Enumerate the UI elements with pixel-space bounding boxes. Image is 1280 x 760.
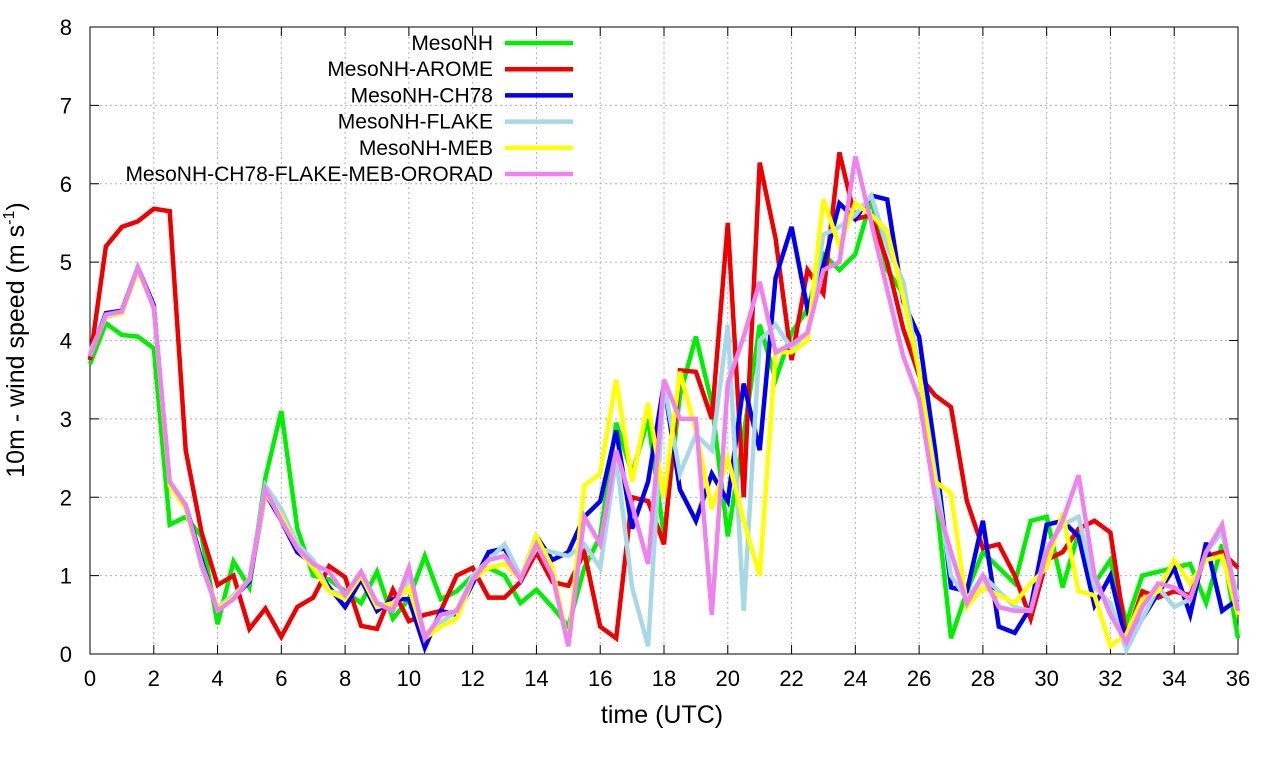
x-tick-label: 14: [524, 666, 548, 691]
x-tick-label: 32: [1098, 666, 1122, 691]
y-tick-label: 1: [60, 564, 72, 589]
y-tick-label: 7: [60, 93, 72, 118]
y-tick-label: 3: [60, 407, 72, 432]
y-tick-label: 2: [60, 485, 72, 510]
x-tick-label: 4: [211, 666, 223, 691]
y-tick-label: 8: [60, 15, 72, 40]
x-axis-ticks: 0 2 4 6 8 10 12 14 16 18 20 22 24 26 28 30 32 34 36: [84, 27, 1250, 691]
y-axis-label: 10m - wind speed (m s-1): [1, 202, 30, 477]
legend-label: MesoNH: [411, 32, 493, 55]
legend-label: MesoNH-FLAKE: [338, 111, 493, 134]
y-tick-label: 5: [60, 250, 72, 275]
x-tick-label: 30: [1034, 666, 1058, 691]
legend-label: MesoNH-CH78: [351, 84, 493, 107]
y-tick-label: 0: [60, 642, 72, 667]
y-axis-ticks: 0 1 2 3 4 5 6 7 8: [60, 15, 1238, 667]
series-lines: [87, 151, 1241, 656]
series-line-6: [87, 155, 1241, 648]
x-tick-label: 28: [971, 666, 995, 691]
legend-label: MesoNH-MEB: [359, 137, 493, 160]
x-tick-label: 18: [652, 666, 676, 691]
x-tick-label: 10: [397, 666, 421, 691]
y-axis-label-sup: -1: [1, 211, 18, 225]
x-tick-label: 8: [339, 666, 351, 691]
x-tick-label: 26: [907, 666, 931, 691]
y-tick-label: 4: [60, 329, 72, 354]
x-tick-label: 36: [1226, 666, 1250, 691]
x-tick-label: 34: [1162, 666, 1186, 691]
x-tick-label: 12: [460, 666, 484, 691]
y-tick-label: 6: [60, 172, 72, 197]
x-tick-label: 0: [84, 666, 96, 691]
y-axis-label-main: 10m - wind speed (m s: [2, 225, 30, 478]
x-tick-label: 20: [716, 666, 740, 691]
x-tick-label: 22: [779, 666, 803, 691]
y-axis-label-close: ): [2, 202, 30, 210]
legend-label: MesoNH-CH78-FLAKE-MEB-ORORAD: [125, 163, 493, 186]
x-tick-label: 6: [275, 666, 287, 691]
x-tick-label: 2: [148, 666, 160, 691]
legend: MesoNH MesoNH-AROME MesoNH-CH78 MesoNH-FLAK…: [125, 32, 573, 186]
x-tick-label: 16: [588, 666, 612, 691]
x-tick-label: 24: [843, 666, 867, 691]
x-axis-label: time (UTC): [601, 701, 723, 729]
legend-label: MesoNH-AROME: [327, 58, 493, 81]
